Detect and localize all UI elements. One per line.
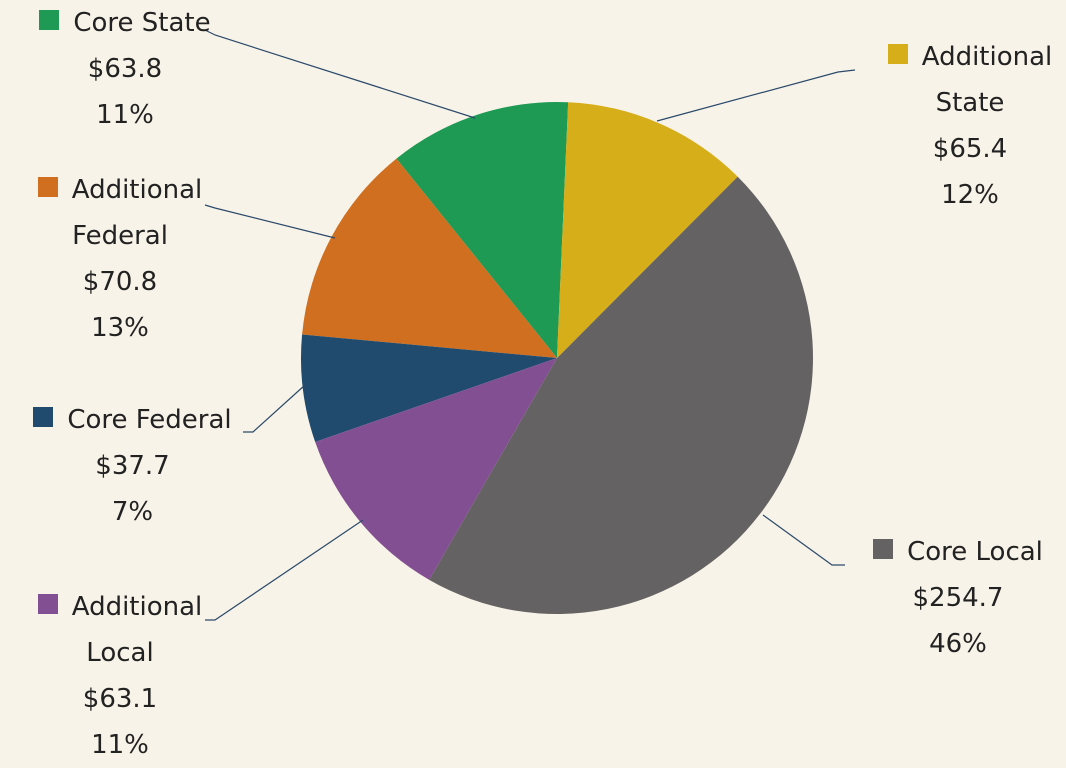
pie-slice (429, 176, 813, 614)
slice-label: Core State $63.8 11% (10, 0, 240, 138)
leader-line (762, 514, 845, 566)
category-name: Additional State (921, 42, 1053, 118)
slice-label: Core Federal $37.7 7% (10, 397, 255, 535)
leader-line (243, 384, 306, 433)
legend-swatch (39, 10, 60, 30)
category-name: Core Local (907, 537, 1043, 567)
value-label: $65.4 (932, 134, 1008, 164)
leader-line (204, 29, 476, 119)
pie-slice (301, 334, 557, 443)
legend-swatch (887, 44, 908, 64)
value-label: $37.7 (95, 451, 170, 481)
legend-swatch (37, 594, 58, 614)
percent-label: 46% (929, 629, 987, 659)
legend-entry: Core Federal (10, 397, 255, 443)
value-label: $63.1 (82, 684, 158, 714)
leader-line (204, 204, 336, 239)
slice-label: Core Local $254.7 46% (850, 529, 1066, 667)
category-name: Core State (73, 8, 211, 38)
percent-label: 13% (91, 313, 149, 343)
slice-label: Additional State $65.4 12% (865, 34, 1066, 218)
leader-line (205, 519, 364, 621)
slice-label: Additional Federal $70.8 13% (10, 167, 230, 351)
legend-entry: Additional Local (10, 584, 230, 676)
legend-entry: Core Local (850, 529, 1066, 575)
legend-swatch (33, 407, 54, 427)
value-label: $70.8 (82, 267, 158, 297)
slice-label: Additional Local $63.1 11% (10, 584, 230, 768)
legend-entry: Core State (10, 0, 240, 46)
legend-swatch (37, 177, 58, 197)
category-name: Additional Federal (71, 175, 203, 251)
leader-line (656, 69, 856, 122)
value-label: $254.7 (912, 583, 1004, 613)
pie-slice (396, 102, 569, 358)
percent-label: 12% (941, 180, 999, 210)
pie-slice (557, 102, 738, 358)
pie-slice (302, 158, 557, 358)
legend-entry: Additional Federal (10, 167, 230, 259)
percent-label: 11% (91, 730, 149, 760)
percent-label: 11% (96, 100, 154, 130)
category-name: Core Federal (67, 405, 232, 435)
category-name: Additional Local (71, 592, 203, 668)
legend-swatch (873, 539, 894, 559)
legend-entry: Additional State (865, 34, 1066, 126)
percent-label: 7% (111, 497, 154, 527)
value-label: $63.8 (87, 54, 163, 84)
pie-slice (315, 358, 557, 580)
